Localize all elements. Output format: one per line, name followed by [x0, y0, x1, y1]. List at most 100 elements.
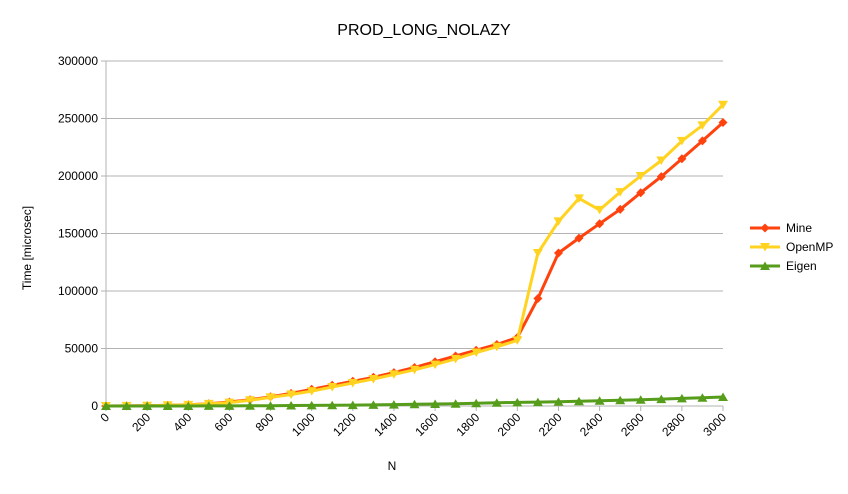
data-point-openmp [718, 100, 728, 110]
y-tick-label: 300000 [58, 54, 98, 68]
grid-lines [106, 60, 723, 349]
data-point-openmp [286, 390, 297, 399]
data-point-eigen [553, 397, 564, 406]
data-point-eigen [245, 401, 255, 410]
x-tick-label: 1800 [454, 410, 483, 439]
data-point-eigen [615, 395, 626, 405]
data-point-eigen [574, 396, 584, 406]
legend-item-mine: Mine [750, 221, 812, 235]
x-tick-label: 2600 [618, 410, 647, 439]
chart-title: PROD_LONG_NOLAZY [337, 22, 511, 39]
x-tick-label: 1000 [289, 410, 318, 439]
y-tick-label: 0 [91, 399, 98, 413]
data-point-openmp [430, 360, 441, 370]
data-point-openmp [265, 393, 276, 402]
data-point-openmp [512, 336, 523, 345]
series-line-openmp [105, 103, 725, 408]
legend-label-mine: Mine [786, 221, 812, 235]
data-point-eigen [471, 398, 482, 408]
x-tick-label: 2800 [659, 410, 688, 439]
x-axis-label: N [388, 459, 397, 473]
data-point-openmp [347, 379, 358, 388]
data-point-eigen [697, 393, 708, 402]
data-point-mine [636, 188, 646, 198]
data-point-eigen [101, 401, 111, 410]
x-tick-label: 2000 [495, 410, 524, 439]
data-point-eigen [306, 400, 317, 410]
x-tick-labels: 0 200 400 600 800 1000 1200 1400 1600 1800 2000 220… [97, 410, 729, 439]
x-tick-label: 400 [170, 410, 194, 434]
data-point-openmp [553, 217, 564, 226]
legend-item-openmp: OpenMP [750, 240, 833, 254]
data-point-eigen [224, 401, 235, 410]
y-axis-label: Time [microsec] [20, 206, 34, 290]
legend-label-openmp: OpenMP [786, 240, 833, 254]
axes [101, 60, 724, 411]
data-point-eigen [450, 399, 461, 408]
data-point-mine [595, 219, 605, 229]
data-point-mine [718, 118, 728, 127]
data-point-openmp [656, 156, 667, 165]
x-tick-label: 200 [129, 410, 153, 434]
series-eigen [101, 392, 728, 410]
y-tick-label: 250000 [58, 112, 98, 126]
data-point-openmp [368, 375, 379, 384]
data-point-eigen [718, 392, 728, 401]
legend-item-eigen: Eigen [750, 259, 817, 273]
data-point-openmp [327, 383, 338, 392]
x-tick-label: 600 [211, 410, 235, 434]
data-point-mine [574, 233, 584, 243]
data-point-openmp [635, 172, 646, 181]
y-tick-label: 150000 [58, 227, 98, 241]
data-point-mine [677, 154, 687, 164]
data-point-eigen [162, 401, 173, 410]
data-point-mine [697, 136, 707, 146]
x-tick-label: 2400 [577, 410, 606, 439]
legend-label-eigen: Eigen [786, 259, 817, 273]
data-point-eigen [430, 399, 441, 408]
data-point-eigen [532, 397, 543, 407]
data-point-openmp [388, 370, 399, 379]
data-point-openmp [676, 136, 687, 146]
x-tick-label: 3000 [700, 410, 729, 439]
x-tick-label: 1200 [330, 410, 359, 439]
x-tick-label: 1400 [371, 410, 400, 439]
data-point-mine [615, 204, 625, 214]
data-point-openmp [450, 354, 461, 364]
data-point-openmp [594, 205, 605, 215]
data-point-eigen [286, 401, 297, 410]
data-point-eigen [183, 401, 194, 410]
data-point-eigen [594, 396, 605, 405]
x-tick-label: 1600 [412, 410, 441, 439]
data-point-openmp [532, 249, 543, 258]
data-point-openmp [491, 342, 502, 352]
data-point-eigen [388, 400, 399, 409]
y-tick-labels: 0 50000 100000 150000 200000 250000 300000 [58, 54, 98, 413]
legend-marker-openmp [760, 243, 770, 252]
data-point-mine [656, 172, 666, 182]
data-point-eigen [142, 401, 153, 410]
data-point-eigen [368, 400, 379, 409]
data-point-openmp [306, 387, 317, 396]
data-point-eigen [265, 401, 276, 410]
data-point-openmp [471, 348, 482, 357]
legend-marker-mine [760, 223, 770, 233]
data-point-mine [554, 248, 563, 258]
x-tick-label: 0 [97, 410, 112, 425]
data-point-eigen [121, 401, 132, 410]
x-tick-label: 800 [253, 410, 277, 434]
x-tick-label: 2200 [536, 410, 565, 439]
data-point-eigen [491, 398, 502, 407]
data-point-eigen [676, 393, 687, 403]
data-point-eigen [327, 400, 338, 410]
data-point-eigen [635, 395, 646, 404]
series-group [101, 100, 728, 411]
data-point-eigen [347, 400, 358, 410]
legend-marker-eigen [760, 261, 770, 270]
y-tick-label: 50000 [65, 342, 99, 356]
data-point-openmp [245, 396, 255, 405]
y-tick-label: 200000 [58, 169, 98, 183]
data-point-mine [533, 294, 543, 303]
data-point-eigen [203, 401, 214, 410]
